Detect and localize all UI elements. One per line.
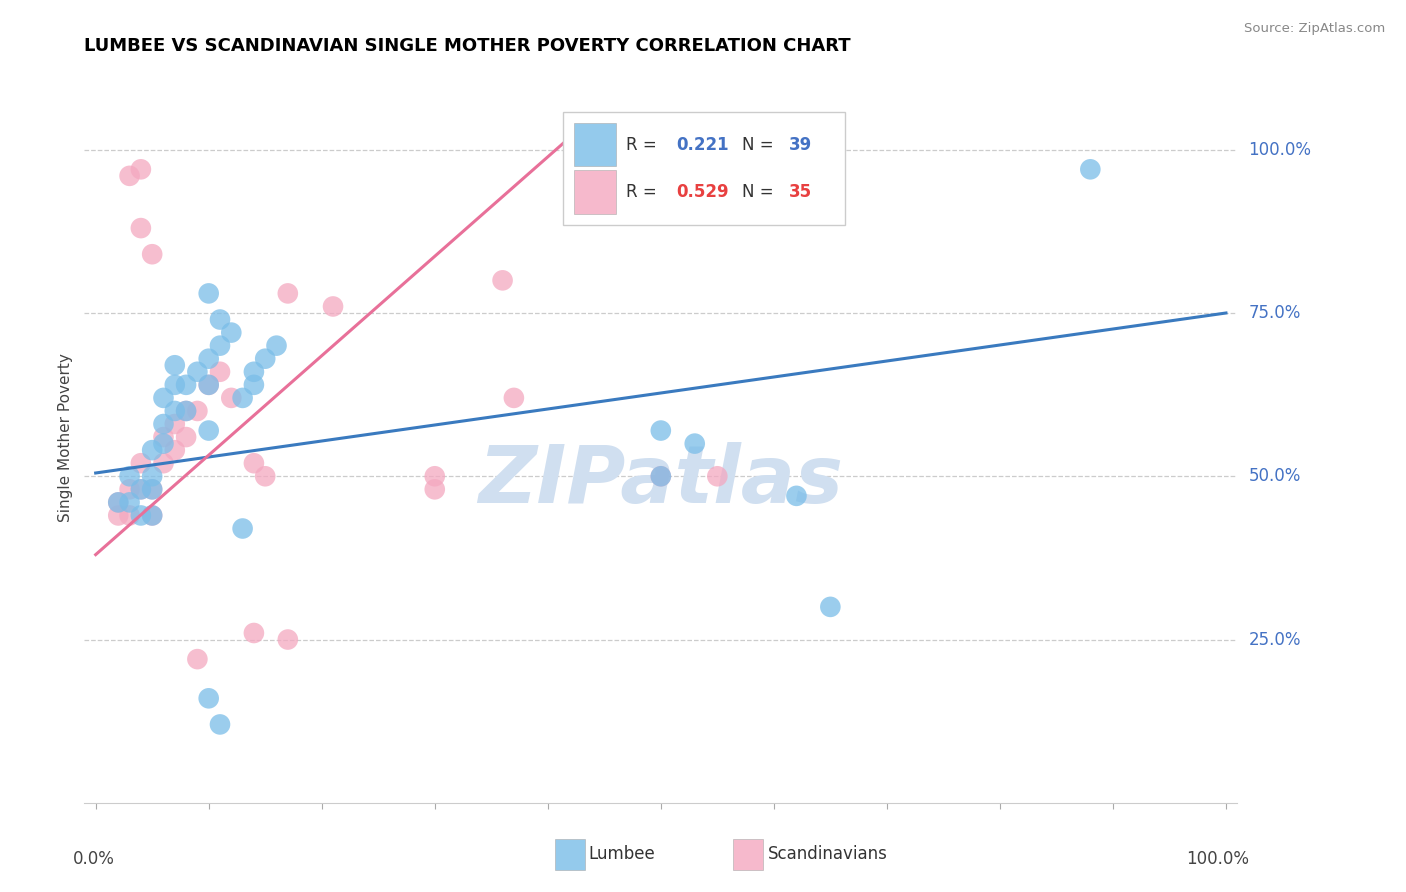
Point <box>208 339 231 353</box>
Text: 0.529: 0.529 <box>676 183 728 201</box>
Point <box>197 691 219 706</box>
Text: 100.0%: 100.0% <box>1249 141 1312 159</box>
Point <box>174 404 197 418</box>
Point <box>174 377 197 392</box>
Text: N =: N = <box>741 136 779 153</box>
Point <box>141 247 163 261</box>
Point <box>152 430 174 444</box>
Text: ZIPatlas: ZIPatlas <box>478 442 844 520</box>
Point <box>266 339 288 353</box>
Point <box>706 469 728 483</box>
FancyBboxPatch shape <box>562 112 845 225</box>
Point <box>141 443 163 458</box>
Text: 25.0%: 25.0% <box>1249 631 1301 648</box>
Point <box>174 430 197 444</box>
Point <box>152 436 174 450</box>
Point <box>277 286 299 301</box>
Text: N =: N = <box>741 183 779 201</box>
Point <box>129 483 152 497</box>
Point <box>197 377 219 392</box>
Point <box>141 483 163 497</box>
Point <box>243 456 266 470</box>
Point <box>491 273 513 287</box>
Point <box>208 717 231 731</box>
Point <box>197 377 219 392</box>
Point <box>107 495 129 509</box>
Text: Scandinavians: Scandinavians <box>768 845 889 863</box>
Y-axis label: Single Mother Poverty: Single Mother Poverty <box>58 352 73 522</box>
Point <box>208 365 231 379</box>
Point <box>163 417 186 431</box>
Point <box>118 495 141 509</box>
Point <box>163 404 186 418</box>
Text: R =: R = <box>626 136 662 153</box>
Point <box>186 365 208 379</box>
Point <box>163 377 186 392</box>
Point <box>197 424 219 438</box>
Point <box>197 286 219 301</box>
Point <box>785 489 807 503</box>
Text: LUMBEE VS SCANDINAVIAN SINGLE MOTHER POVERTY CORRELATION CHART: LUMBEE VS SCANDINAVIAN SINGLE MOTHER POV… <box>84 37 851 54</box>
Point <box>129 221 152 235</box>
Point <box>141 508 163 523</box>
Point <box>254 351 277 366</box>
Point <box>152 456 174 470</box>
Point <box>650 469 672 483</box>
Point <box>174 404 197 418</box>
FancyBboxPatch shape <box>575 170 616 213</box>
Point <box>197 351 219 366</box>
Point <box>221 326 243 340</box>
Point <box>423 469 446 483</box>
Point <box>129 483 152 497</box>
Point <box>107 508 129 523</box>
Text: 39: 39 <box>789 136 813 153</box>
Point <box>208 312 231 326</box>
Point <box>129 456 152 470</box>
Point <box>163 443 186 458</box>
Point <box>152 391 174 405</box>
Point <box>277 632 299 647</box>
Point <box>129 162 152 177</box>
Text: 50.0%: 50.0% <box>1249 467 1301 485</box>
Point <box>152 417 174 431</box>
Point <box>683 436 706 450</box>
Text: 0.0%: 0.0% <box>73 850 115 868</box>
Text: R =: R = <box>626 183 662 201</box>
FancyBboxPatch shape <box>734 839 763 870</box>
Text: 75.0%: 75.0% <box>1249 304 1301 322</box>
Text: 100.0%: 100.0% <box>1185 850 1249 868</box>
Point <box>322 300 344 314</box>
Point <box>118 169 141 183</box>
Point <box>423 483 446 497</box>
Point <box>221 391 243 405</box>
Point <box>129 508 152 523</box>
Point <box>232 521 254 535</box>
Point <box>502 391 524 405</box>
Text: 0.221: 0.221 <box>676 136 728 153</box>
FancyBboxPatch shape <box>575 123 616 166</box>
Point <box>650 424 672 438</box>
Point <box>141 508 163 523</box>
Point <box>118 508 141 523</box>
Point <box>141 469 163 483</box>
Point <box>141 483 163 497</box>
Point <box>820 599 842 614</box>
Point <box>650 469 672 483</box>
Point <box>243 365 266 379</box>
Point <box>243 377 266 392</box>
Point <box>186 404 208 418</box>
Point <box>232 391 254 405</box>
Point <box>254 469 277 483</box>
Text: 35: 35 <box>789 183 811 201</box>
Point <box>118 483 141 497</box>
Text: Lumbee: Lumbee <box>588 845 655 863</box>
Point <box>163 358 186 372</box>
Text: Source: ZipAtlas.com: Source: ZipAtlas.com <box>1244 22 1385 36</box>
Point <box>118 469 141 483</box>
Point <box>1078 162 1101 177</box>
Point <box>107 495 129 509</box>
Point <box>243 626 266 640</box>
Point <box>186 652 208 666</box>
FancyBboxPatch shape <box>555 839 585 870</box>
